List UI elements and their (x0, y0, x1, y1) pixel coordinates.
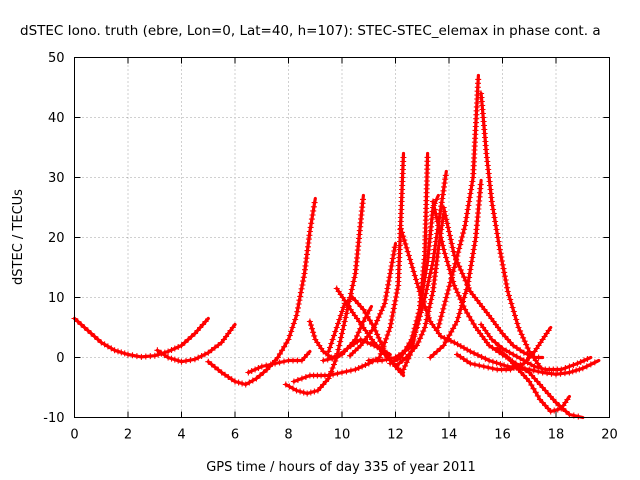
data-series-track (478, 90, 542, 369)
data-series-track (392, 211, 447, 370)
x-tick-label: 0 (70, 428, 78, 443)
series-markers (440, 204, 542, 361)
data-series-track (494, 345, 572, 415)
data-series (71, 73, 601, 420)
data-series-track (245, 349, 312, 376)
data-series-track (347, 241, 398, 359)
x-axis-label: GPS time / hours of day 335 of year 2011 (206, 460, 476, 475)
data-series-track (478, 321, 593, 373)
x-tick-label: 16 (494, 428, 511, 443)
series-markers (347, 244, 398, 359)
series-line (442, 205, 545, 360)
x-tick-label: 8 (284, 428, 292, 443)
series-markers (154, 324, 236, 365)
y-tick-label: 20 (48, 231, 65, 246)
series-markers (454, 327, 552, 373)
chart-title: dSTEC Iono. truth (ebre, Lon=0, Lat=40, … (20, 23, 601, 39)
data-series-track (154, 322, 237, 365)
grid (74, 57, 610, 418)
y-tick-label: -10 (43, 411, 64, 426)
x-tick-label: 10 (334, 428, 351, 443)
data-series-track (435, 73, 482, 331)
data-series-track (430, 198, 585, 420)
y-axis-label: dSTEC / TECUs (11, 189, 26, 285)
ticks: 0 2 4 6 8 10 12 14 16 18 20 -10 0 10 20 30 40 50 (43, 51, 618, 443)
series-markers (435, 76, 482, 331)
data-series-track (71, 315, 210, 360)
y-tick-label: 10 (48, 291, 65, 306)
data-series-track (290, 151, 407, 385)
series-line (206, 196, 317, 387)
series-markers (400, 154, 431, 373)
series-line (431, 199, 585, 420)
series-markers (478, 321, 591, 373)
series-markers (245, 351, 311, 376)
y-tick-label: 0 (56, 351, 64, 366)
data-series-track (454, 325, 553, 373)
x-tick-label: 20 (601, 428, 618, 443)
y-tick-label: 30 (48, 171, 65, 186)
series-line (436, 73, 480, 330)
series-line (479, 91, 542, 369)
x-tick-label: 2 (124, 428, 132, 443)
x-tick-label: 6 (231, 428, 239, 443)
x-tick-label: 4 (177, 428, 185, 443)
series-markers (494, 345, 571, 415)
y-tick-label: 40 (48, 111, 65, 126)
y-tick-label: 50 (48, 51, 65, 66)
x-tick-label: 12 (387, 428, 404, 443)
data-series-track (282, 193, 366, 397)
series-markers (71, 315, 209, 360)
series-markers (478, 90, 541, 367)
x-tick-label: 18 (548, 428, 565, 443)
series-line (284, 193, 365, 396)
data-series-track (400, 151, 431, 373)
x-tick-label: 14 (441, 428, 458, 443)
series-markers (430, 198, 582, 420)
